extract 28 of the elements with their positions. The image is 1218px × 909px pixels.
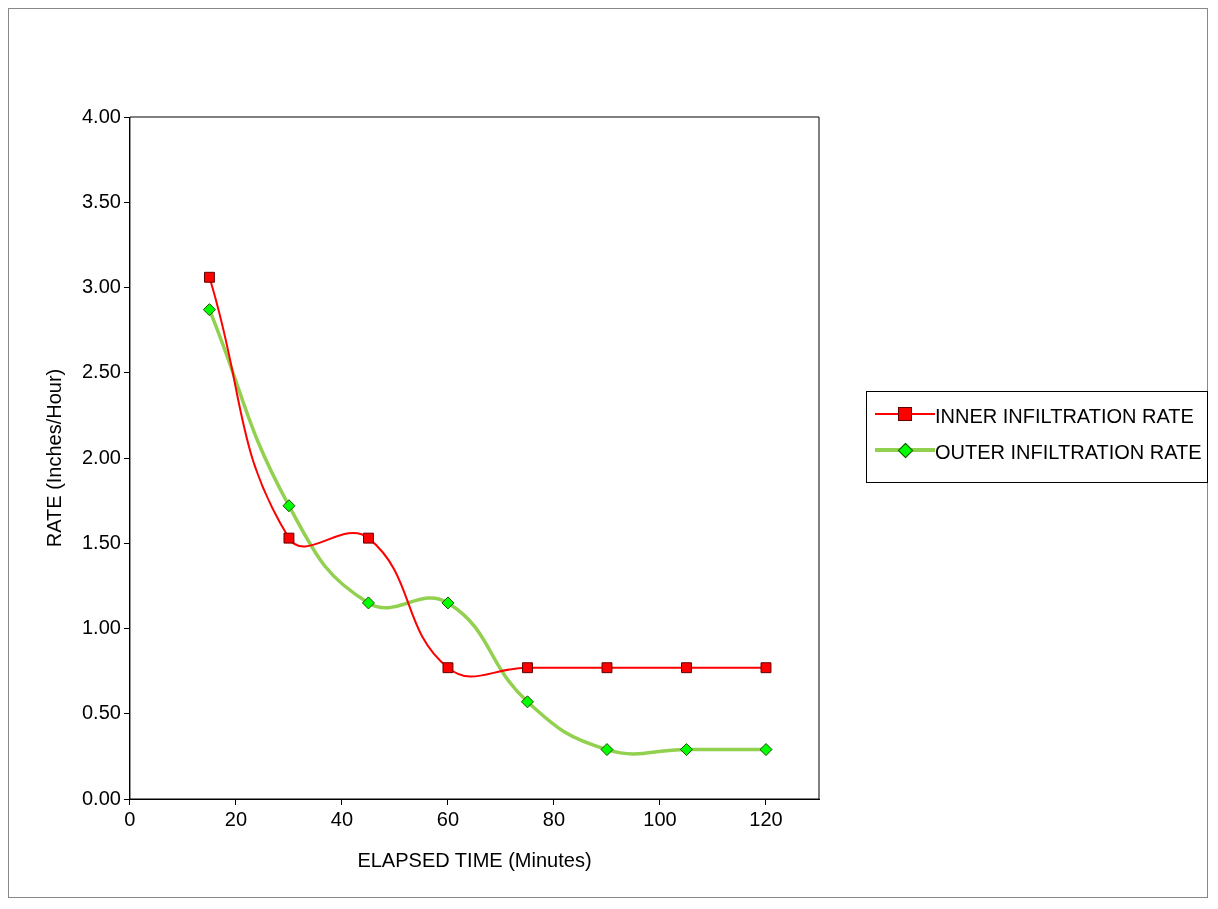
point (681, 662, 692, 674)
y-tick-label: 2.00 (81, 445, 121, 468)
x-tick-label: 20 (224, 807, 248, 830)
x-tick-label: 100 (643, 807, 677, 830)
y-tick-label: 1.50 (81, 530, 121, 553)
legend-label: INNER INFILTRATION RATE (935, 404, 1194, 429)
y-tick-label: 0.00 (81, 786, 121, 809)
y-tick-label: 1.00 (81, 616, 121, 639)
y-axis-title: RATE (Inches/Hour) (42, 368, 65, 548)
x-tick-label: 40 (330, 807, 354, 830)
y-tick-label: 3.50 (81, 189, 121, 212)
x-axis-title: ELAPSED TIME (Minutes) (357, 848, 592, 871)
point (760, 662, 772, 674)
point (203, 271, 215, 283)
y-tick-label: 4.00 (81, 104, 121, 127)
y-tick-label: 3.00 (81, 275, 121, 298)
point (363, 532, 374, 544)
x-tick-label: 80 (542, 807, 566, 830)
point (283, 532, 295, 544)
x-tick-label: 60 (436, 807, 460, 830)
point (522, 662, 533, 674)
point (442, 662, 454, 674)
y-tick-label: 0.50 (81, 701, 121, 724)
point (601, 662, 613, 674)
legend-label: OUTER INFILTRATION RATE (935, 440, 1202, 465)
y-tick-label: 2.50 (81, 360, 121, 383)
x-tick-label: 0 (124, 807, 136, 830)
x-tick-label: 120 (749, 807, 783, 830)
